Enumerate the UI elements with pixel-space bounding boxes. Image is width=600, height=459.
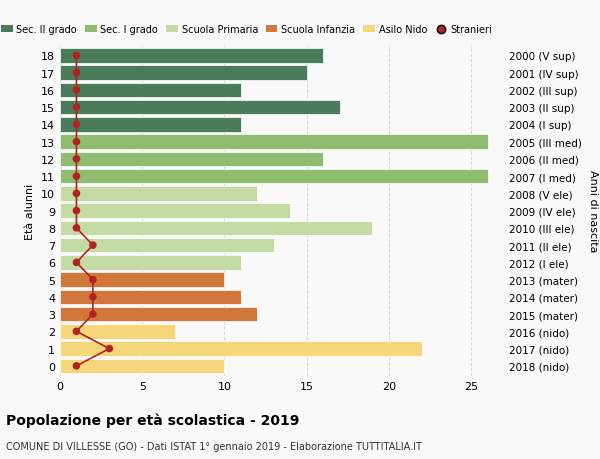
Text: Popolazione per età scolastica - 2019: Popolazione per età scolastica - 2019 xyxy=(6,413,299,428)
Bar xyxy=(60,341,422,356)
Bar xyxy=(60,238,274,253)
Point xyxy=(88,294,98,301)
Point xyxy=(71,104,81,112)
Point xyxy=(71,121,81,129)
Point xyxy=(71,87,81,94)
Point xyxy=(71,190,81,197)
Bar xyxy=(60,290,241,304)
Bar xyxy=(60,307,257,322)
Bar xyxy=(60,135,488,150)
Point xyxy=(71,259,81,266)
Bar xyxy=(60,152,323,167)
Point xyxy=(71,224,81,232)
Bar xyxy=(60,49,323,63)
Point xyxy=(104,345,114,353)
Bar xyxy=(60,221,373,235)
Legend: Sec. II grado, Sec. I grado, Scuola Primaria, Scuola Infanzia, Asilo Nido, Stran: Sec. II grado, Sec. I grado, Scuola Prim… xyxy=(0,21,496,39)
Y-axis label: Età alunni: Età alunni xyxy=(25,183,35,239)
Bar xyxy=(60,359,224,373)
Y-axis label: Anni di nascita: Anni di nascita xyxy=(589,170,598,252)
Point xyxy=(71,362,81,369)
Point xyxy=(71,207,81,215)
Point xyxy=(71,156,81,163)
Bar xyxy=(60,204,290,218)
Text: COMUNE DI VILLESSE (GO) - Dati ISTAT 1° gennaio 2019 - Elaborazione TUTTITALIA.I: COMUNE DI VILLESSE (GO) - Dati ISTAT 1° … xyxy=(6,441,422,451)
Point xyxy=(71,328,81,335)
Bar xyxy=(60,169,488,184)
Point xyxy=(88,242,98,249)
Bar xyxy=(60,101,340,115)
Bar xyxy=(60,84,241,98)
Bar xyxy=(60,325,175,339)
Point xyxy=(71,70,81,77)
Point xyxy=(88,311,98,318)
Point xyxy=(71,139,81,146)
Bar xyxy=(60,66,307,81)
Point xyxy=(88,276,98,284)
Bar xyxy=(60,187,257,201)
Point xyxy=(71,52,81,60)
Bar xyxy=(60,256,241,270)
Point xyxy=(71,173,81,180)
Bar xyxy=(60,118,241,132)
Bar xyxy=(60,273,224,287)
